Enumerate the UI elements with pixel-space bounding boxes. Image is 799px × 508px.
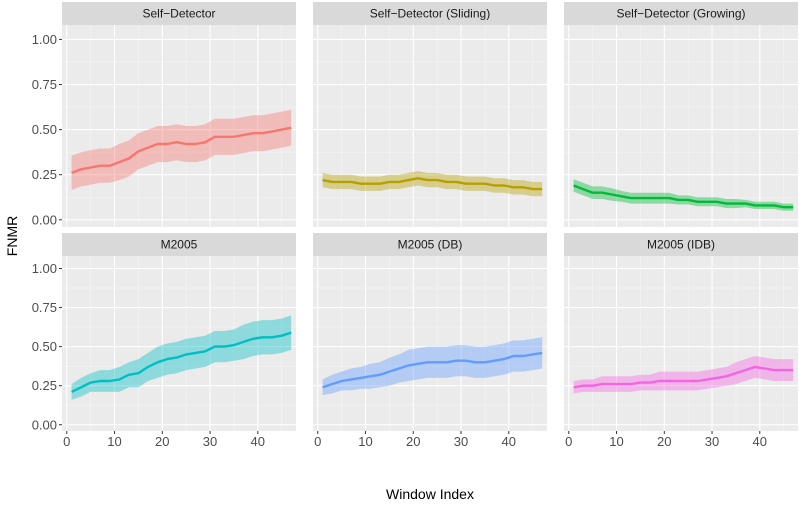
confidence-band xyxy=(322,337,543,396)
facet-strip xyxy=(62,2,296,25)
confidence-band xyxy=(71,109,292,190)
panel-background xyxy=(62,256,296,431)
panel-5: M2005 (DB) 0 10 20 30 40 xyxy=(313,233,547,449)
facet-strip xyxy=(313,233,547,256)
panel-4: M2005 0.00 0.25 0.50 0.75 1.00 0 10 20 30 40 xyxy=(32,233,296,449)
facet-strip xyxy=(62,233,296,256)
confidence-band xyxy=(322,171,543,197)
y-tick-label: 0.25 xyxy=(32,167,57,182)
x-tick-label: 20 xyxy=(406,434,420,449)
panel-background xyxy=(564,256,798,431)
facet-title: Self−Detector (Sliding) xyxy=(370,7,490,21)
facet-strip xyxy=(313,2,547,25)
panel-background xyxy=(313,25,547,227)
x-axis-label: Window Index xyxy=(386,486,474,502)
x-tick-label: 0 xyxy=(565,434,572,449)
facet-strip xyxy=(564,2,798,25)
series-line xyxy=(322,177,543,191)
x-tick-label: 10 xyxy=(358,434,372,449)
y-tick-label: 0.25 xyxy=(32,378,57,393)
facet-title: M2005 (IDB) xyxy=(647,238,715,252)
panel-2: Self−Detector (Sliding) xyxy=(313,2,547,227)
y-tick-label: 1.00 xyxy=(32,32,57,47)
facet-title: Self−Detector xyxy=(142,7,215,21)
x-tick-label: 0 xyxy=(314,434,321,449)
series-line xyxy=(573,184,794,209)
panel-3: Self−Detector (Growing) xyxy=(564,2,798,227)
facet-title: Self−Detector (Growing) xyxy=(616,7,745,21)
x-tick-label: 30 xyxy=(454,434,468,449)
y-tick-label: 0.00 xyxy=(32,212,57,227)
panel-6: M2005 (IDB) 0 10 20 30 40 xyxy=(564,233,798,449)
x-tick-label: 40 xyxy=(502,434,516,449)
x-tick-label: 40 xyxy=(753,434,767,449)
panel-1: Self−Detector 0.00 0.25 0.50 0.75 1.00 xyxy=(32,2,296,227)
y-tick-label: 0.50 xyxy=(32,122,57,137)
x-tick-label: 30 xyxy=(203,434,217,449)
y-tick-label: 0.75 xyxy=(32,300,57,315)
y-tick-label: 1.00 xyxy=(32,261,57,276)
facet-title: M2005 xyxy=(161,238,198,252)
y-tick-label: 0.50 xyxy=(32,339,57,354)
y-tick-label: 0.00 xyxy=(32,417,57,432)
series-line xyxy=(322,351,543,389)
panel-background xyxy=(62,25,296,227)
series-line xyxy=(71,331,292,393)
x-tick-label: 0 xyxy=(63,434,70,449)
y-axis-label: FNMR xyxy=(4,216,20,256)
x-tick-label: 10 xyxy=(609,434,623,449)
series-line xyxy=(573,365,794,389)
y-tick-label: 0.75 xyxy=(32,77,57,92)
confidence-band xyxy=(71,315,292,400)
x-tick-label: 30 xyxy=(705,434,719,449)
x-tick-label: 10 xyxy=(107,434,121,449)
panel-background xyxy=(313,256,547,431)
series-line xyxy=(71,126,292,175)
x-tick-label: 20 xyxy=(155,434,169,449)
x-tick-label: 20 xyxy=(657,434,671,449)
x-tick-label: 40 xyxy=(251,434,265,449)
facet-strip xyxy=(564,233,798,256)
facet-title: M2005 (DB) xyxy=(398,238,463,252)
